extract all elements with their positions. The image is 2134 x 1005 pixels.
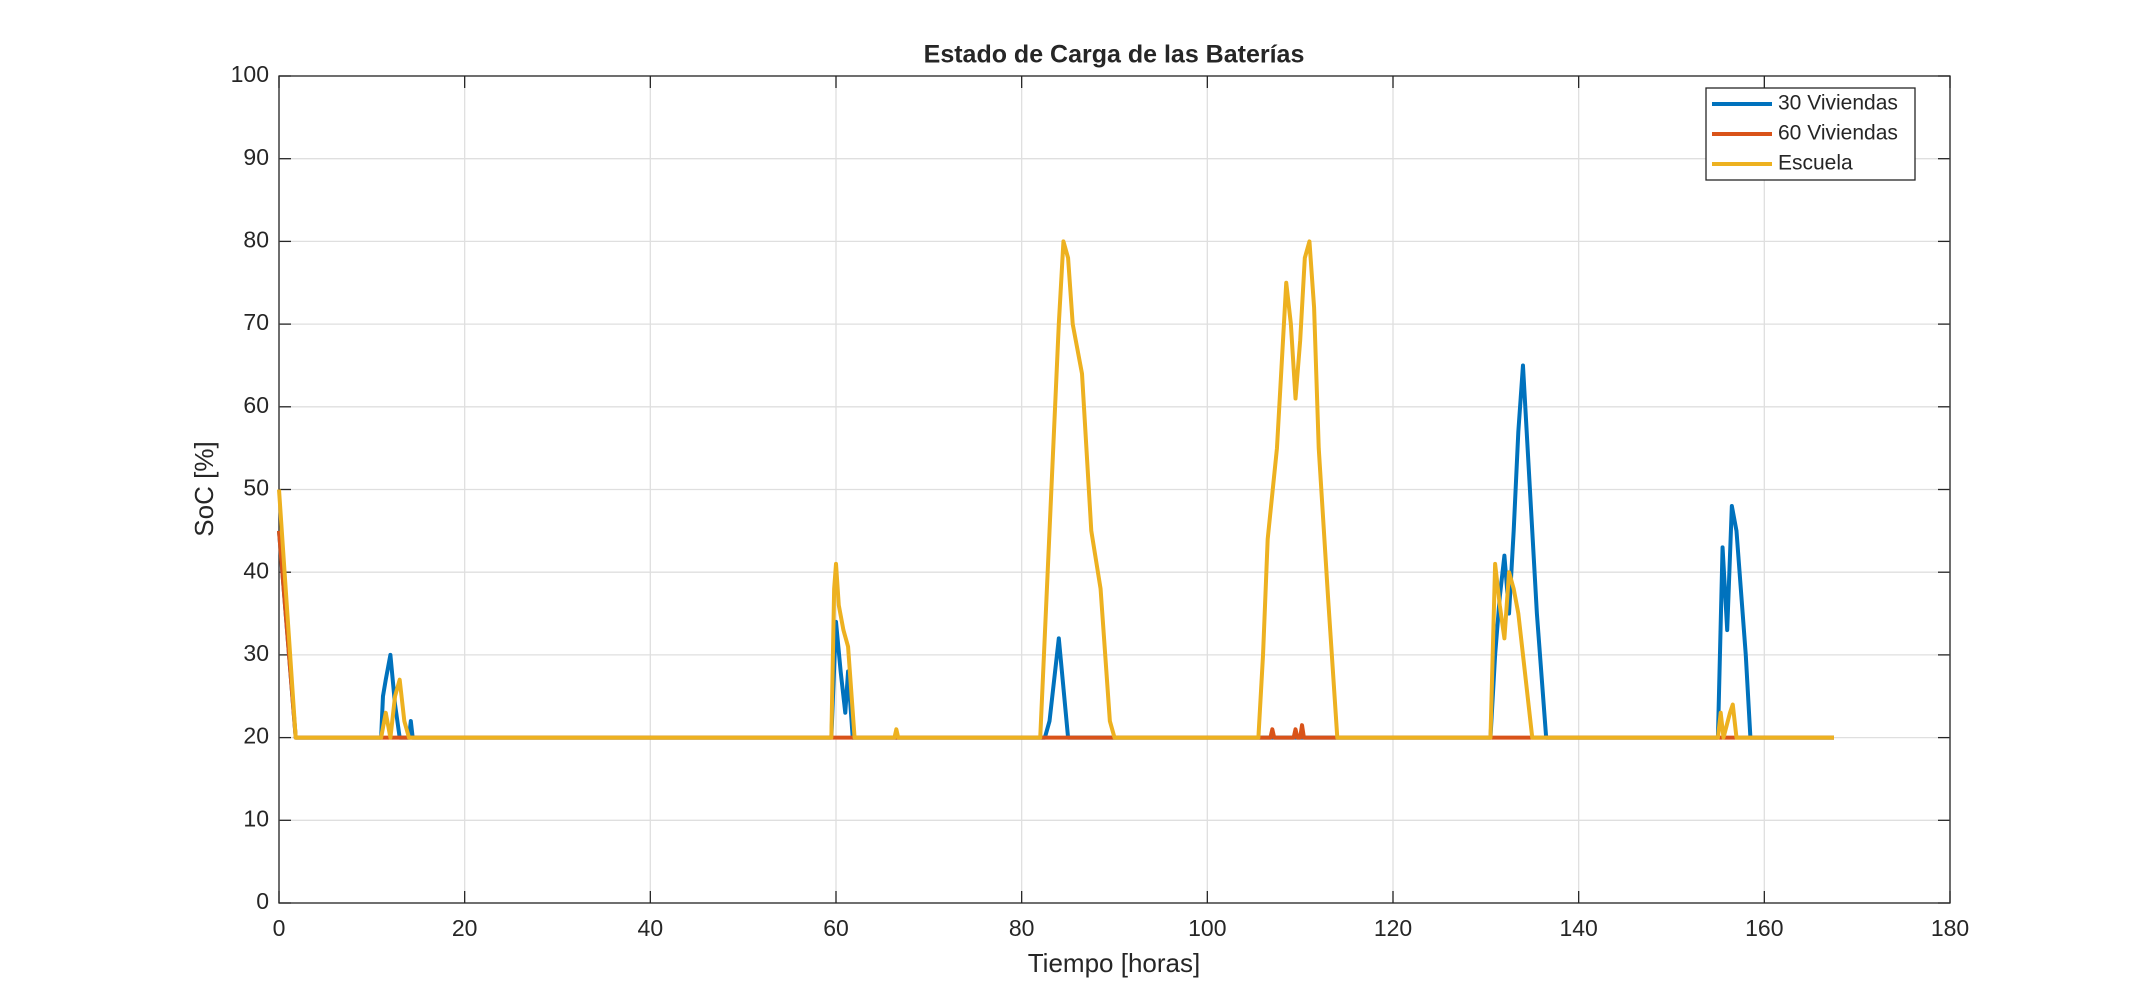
y-tick-label: 10 xyxy=(243,805,269,831)
y-tick-label: 20 xyxy=(243,723,269,749)
x-tick-label: 120 xyxy=(1374,915,1412,941)
x-tick-label: 180 xyxy=(1931,915,1969,941)
x-tick-label: 20 xyxy=(452,915,478,941)
y-tick-label: 50 xyxy=(243,475,269,501)
x-tick-label: 60 xyxy=(823,915,849,941)
legend-label: 30 Viviendas xyxy=(1778,92,1898,115)
series-line xyxy=(277,530,1834,740)
y-axis-label: SoC [%] xyxy=(189,441,219,536)
y-tick-label: 40 xyxy=(243,557,269,583)
y-tick-label: 0 xyxy=(256,888,269,914)
y-tick-label: 70 xyxy=(243,309,269,335)
legend-label: 60 Viviendas xyxy=(1778,122,1898,145)
legend-label: Escuela xyxy=(1778,152,1853,175)
y-tick-label: 60 xyxy=(243,392,269,418)
x-tick-label: 100 xyxy=(1188,915,1226,941)
x-tick-label: 40 xyxy=(638,915,664,941)
y-tick-label: 30 xyxy=(243,640,269,666)
y-tick-label: 100 xyxy=(231,61,269,87)
x-tick-label: 80 xyxy=(1009,915,1035,941)
legend: 30 Viviendas 60 Viviendas Escuela xyxy=(1705,87,1916,181)
x-tick-label: 140 xyxy=(1559,915,1597,941)
x-axis-label: Tiempo [horas] xyxy=(1028,948,1200,978)
y-tick-label: 90 xyxy=(243,144,269,170)
series-line xyxy=(277,363,1834,740)
y-tick-label: 80 xyxy=(243,226,269,252)
series-line xyxy=(277,239,1834,740)
chart-title: Estado de Carga de las Baterías xyxy=(924,41,1305,69)
x-tick-label: 0 xyxy=(273,915,286,941)
x-tick-label: 160 xyxy=(1745,915,1783,941)
